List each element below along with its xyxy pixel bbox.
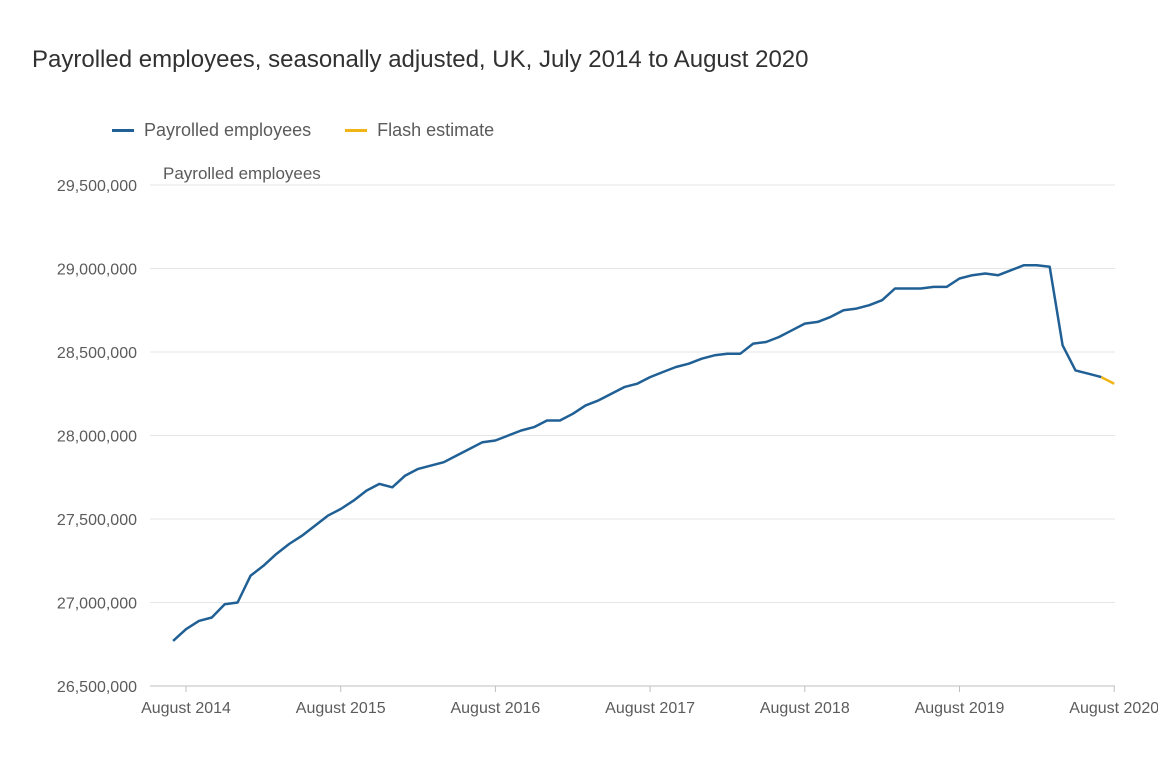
legend-label-payrolled: Payrolled employees [144, 120, 312, 140]
y-axis-label: Payrolled employees [163, 164, 321, 183]
legend-label-flash: Flash estimate [377, 120, 495, 140]
series-group [172, 263, 1115, 642]
legend-swatch-payrolled [112, 129, 134, 132]
y-tick-label: 28,500,000 [57, 345, 137, 362]
y-tick-label: 26,500,000 [57, 679, 137, 696]
legend-swatch-flash [345, 129, 368, 132]
y-tick-label: 29,500,000 [57, 178, 137, 195]
x-tick-label: August 2019 [915, 700, 1005, 717]
legend-item-payrolled[interactable]: Payrolled employees [112, 120, 311, 141]
x-axis: August 2014 August 2015 August 2016 August … [141, 686, 1158, 717]
x-tick-label: August 2017 [605, 700, 695, 717]
y-tick-label: 27,500,000 [57, 512, 137, 529]
y-tick-label: 27,000,000 [57, 596, 137, 613]
legend: Payrolled employees Flash estimate [112, 120, 494, 141]
x-tick-label: August 2018 [760, 700, 850, 717]
y-tick-label: 28,000,000 [57, 429, 137, 446]
series-line-payrolled-employees[interactable] [172, 263, 1102, 642]
y-axis: 26,500,000 27,000,000 27,500,000 28,000,000… [57, 178, 137, 696]
gridlines [150, 184, 1115, 687]
legend-item-flash[interactable]: Flash estimate [345, 120, 494, 141]
chart-title: Payrolled employees, seasonally adjusted… [32, 46, 809, 73]
x-tick-label: August 2014 [141, 700, 231, 717]
series-line-flash-estimate[interactable] [1100, 375, 1115, 385]
x-tick-label: August 2020 [1069, 700, 1158, 717]
x-tick-label: August 2016 [450, 700, 540, 717]
y-tick-label: 29,000,000 [57, 262, 137, 279]
x-tick-label: August 2015 [296, 700, 386, 717]
